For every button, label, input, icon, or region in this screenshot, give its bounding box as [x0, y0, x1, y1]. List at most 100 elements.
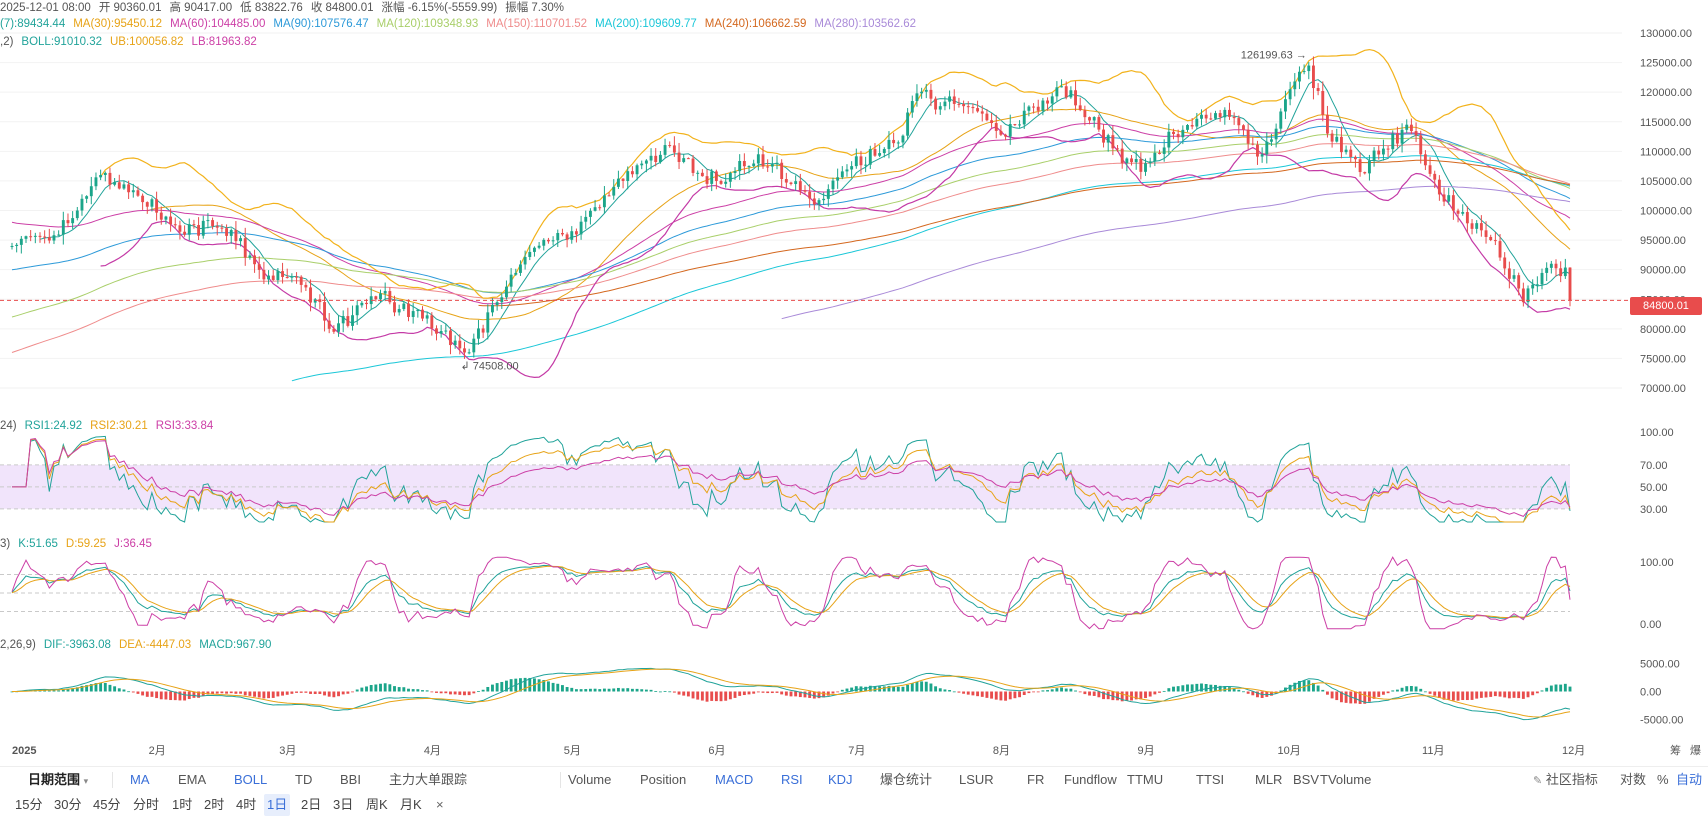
- macd-histogram-bar: [430, 691, 434, 693]
- timeframe-10-button[interactable]: 周K: [366, 797, 388, 812]
- timeframe-7-button[interactable]: 1日: [264, 794, 291, 816]
- macd-histogram-bar: [225, 691, 229, 694]
- date-range-dropdown[interactable]: 日期范围 ▾: [28, 767, 88, 793]
- legend-value: MA(240):106662.59: [704, 18, 807, 30]
- indicator-5-button[interactable]: 主力大单跟踪: [389, 772, 468, 787]
- percent-scale-toggle[interactable]: %: [1657, 772, 1669, 787]
- macd-histogram-bar: [341, 691, 345, 695]
- candle-body: [1125, 158, 1129, 164]
- kdj-axis-tick: 100.00: [1640, 557, 1674, 569]
- sub-indicator-5-button[interactable]: 爆仓统计: [880, 772, 933, 787]
- macd-histogram-bar: [220, 691, 224, 694]
- candle-body: [929, 89, 933, 99]
- macd-histogram-bar: [756, 691, 760, 693]
- timeframe-6-button[interactable]: 4时: [236, 797, 257, 812]
- sub-indicator-1-button[interactable]: Position: [640, 772, 687, 787]
- auto-scale-toggle[interactable]: 自动: [1676, 772, 1703, 787]
- candle-body: [374, 296, 378, 300]
- candle-body: [103, 172, 107, 175]
- ma-240-line: [478, 159, 1571, 307]
- timeframe-5-button[interactable]: 2时: [204, 797, 225, 812]
- macd-histogram-bar: [602, 688, 606, 692]
- indicator-0-button[interactable]: MA: [130, 772, 150, 787]
- macd-histogram-bar: [453, 691, 457, 695]
- timeframe-11-button[interactable]: 月K: [400, 797, 422, 812]
- macd-histogram-bar: [1545, 687, 1549, 692]
- x-axis-label: 12月: [1562, 745, 1585, 757]
- macd-histogram-bar: [700, 691, 704, 701]
- candle-body: [668, 145, 672, 147]
- candle-body: [1531, 284, 1535, 289]
- candle-body: [19, 238, 23, 245]
- candle-body: [1013, 124, 1017, 126]
- price-axis-tick: 105000.00: [1640, 176, 1692, 188]
- candle-body: [845, 169, 849, 172]
- candle-body: [481, 328, 485, 333]
- macd-histogram-bar: [1074, 690, 1077, 692]
- timeframe-3-button[interactable]: 分时: [133, 797, 160, 812]
- price-axis-tick: 115000.00: [1640, 117, 1691, 129]
- community-indicator-button[interactable]: ✎ 社区指标: [1533, 767, 1598, 793]
- sub-indicator-11-button[interactable]: MLR: [1255, 772, 1283, 787]
- legend-value: UB:100056.82: [110, 36, 184, 48]
- sub-indicator-12-button[interactable]: BSV: [1293, 772, 1320, 787]
- macd-histogram-bar: [574, 689, 578, 692]
- indicator-2-button[interactable]: BOLL: [234, 772, 268, 787]
- macd-histogram-bar: [243, 691, 247, 696]
- macd-histogram-bar: [1088, 691, 1091, 696]
- timeframe-2-button[interactable]: 45分: [93, 797, 121, 812]
- sub-indicator-6-button[interactable]: LSUR: [959, 772, 994, 787]
- candle-body: [169, 216, 173, 225]
- sub-indicator-8-button[interactable]: Fundflow: [1064, 772, 1117, 787]
- macd-histogram-bar: [1540, 690, 1544, 692]
- timeframe-0-button[interactable]: 15分: [15, 797, 43, 812]
- candle-body: [1078, 105, 1082, 111]
- macd-histogram-bar: [1298, 681, 1301, 692]
- indicator-4-button[interactable]: BBI: [340, 772, 361, 787]
- sub-indicator-10-button[interactable]: TTSI: [1196, 772, 1225, 787]
- price-axis-tick: 125000.00: [1640, 58, 1692, 70]
- macd-histogram-bar: [1046, 690, 1049, 692]
- sub-indicator-0-button[interactable]: Volume: [568, 772, 612, 787]
- sub-indicator-7-button[interactable]: FR: [1027, 772, 1045, 787]
- macd-histogram-bar: [948, 690, 952, 692]
- macd-histogram-bar: [1078, 691, 1082, 693]
- candle-body: [1521, 288, 1525, 303]
- candle-body: [542, 239, 546, 246]
- macd-histogram-bar: [1190, 684, 1194, 692]
- macd-pane: 5000.00 0.00 -5000.00: [10, 658, 1683, 727]
- candle-body: [281, 271, 284, 277]
- macd-histogram-bar: [1549, 685, 1553, 692]
- candle-body: [99, 175, 103, 178]
- timeframe-4-button[interactable]: 1时: [172, 797, 193, 812]
- candle-body: [598, 207, 602, 209]
- sub-indicator-13-button[interactable]: TVolume: [1320, 772, 1372, 787]
- kdj-k-line: [11, 564, 1571, 620]
- candle-body: [1041, 100, 1045, 111]
- timeframe-1-button[interactable]: 30分: [54, 797, 82, 812]
- candle-body: [1218, 113, 1222, 118]
- legend-value: RSI3:33.84: [155, 420, 214, 432]
- candle-body: [882, 148, 886, 154]
- timeframe-8-button[interactable]: 2日: [301, 797, 322, 812]
- candle-body: [1479, 223, 1483, 231]
- rsi-12-line: [12, 438, 1571, 523]
- price-axis-tick: 90000.00: [1640, 265, 1686, 277]
- sub-indicator-2-button[interactable]: MACD: [715, 772, 754, 787]
- log-scale-toggle[interactable]: 对数: [1620, 772, 1647, 787]
- candle-body: [178, 225, 182, 232]
- macd-histogram-bar: [85, 685, 89, 692]
- indicator-3-button[interactable]: TD: [295, 772, 313, 787]
- sub-indicator-3-button[interactable]: RSI: [781, 772, 803, 787]
- candle-body: [1074, 90, 1077, 106]
- indicator-1-button[interactable]: EMA: [178, 772, 207, 787]
- macd-histogram-bar: [1022, 691, 1026, 695]
- sub-indicator-9-button[interactable]: TTMU: [1127, 772, 1164, 787]
- timeframe-9-button[interactable]: 3日: [333, 797, 354, 812]
- macd-histogram-bar: [211, 691, 215, 694]
- sub-indicator-4-button[interactable]: KDJ: [828, 772, 853, 787]
- close-icon[interactable]: ×: [436, 797, 444, 812]
- candle-body: [220, 227, 224, 229]
- macd-histogram-bar: [850, 687, 854, 692]
